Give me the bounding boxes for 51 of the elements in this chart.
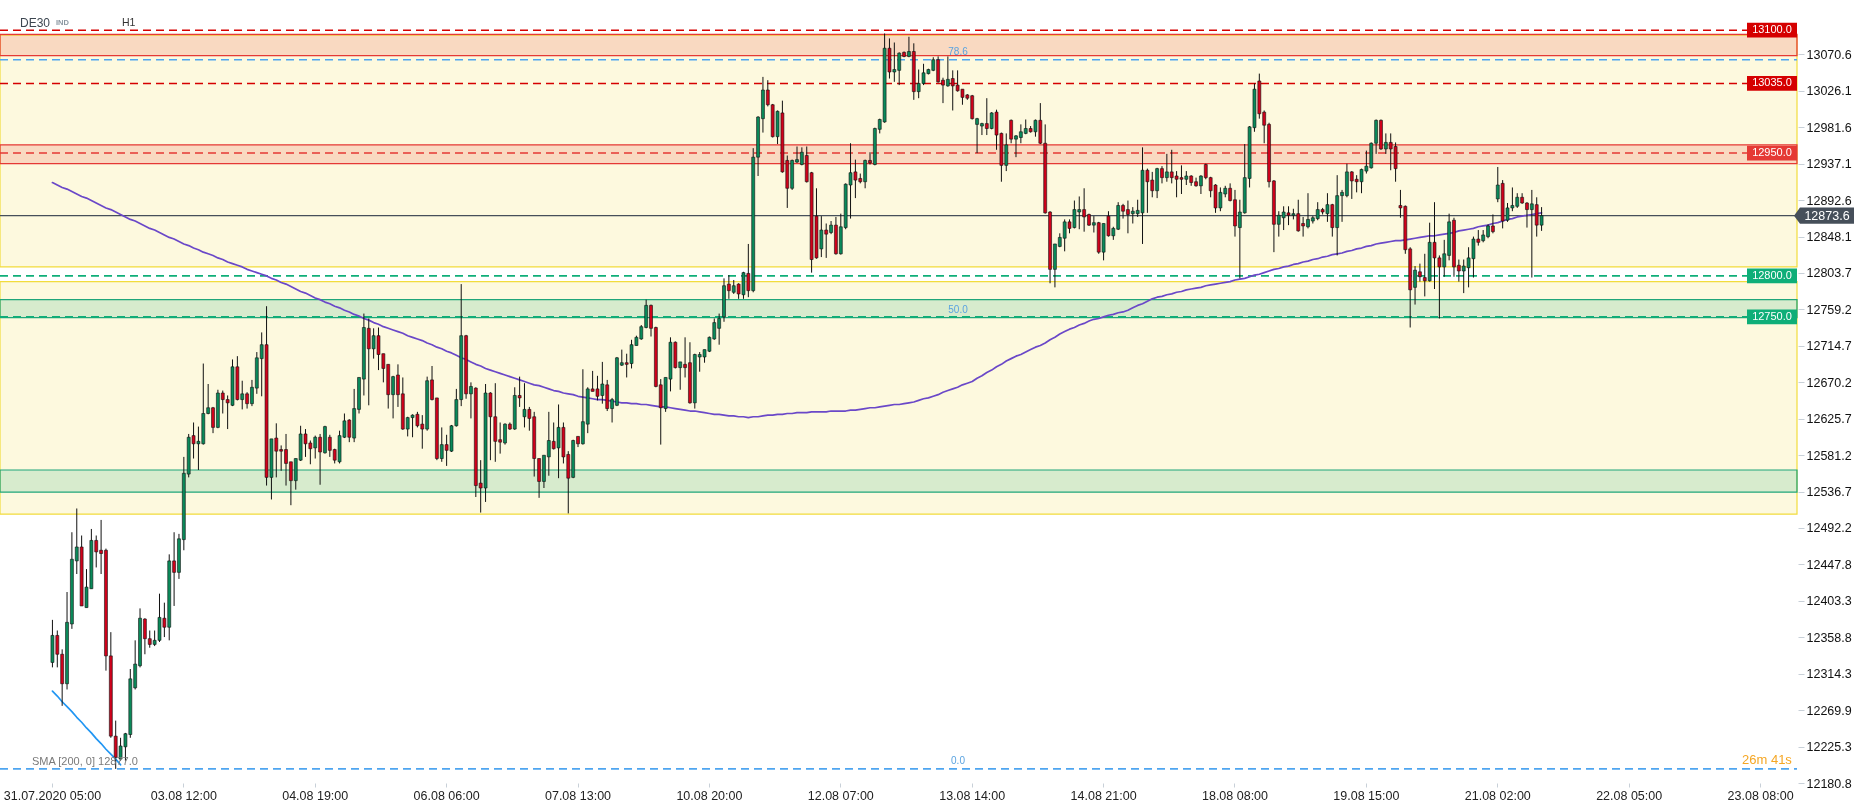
ref-line-label: 13100.0	[1752, 23, 1792, 36]
y-tick-label: 12625.7	[1806, 412, 1852, 427]
ref-line-label: 12800.0	[1752, 268, 1792, 281]
annotation: H1	[122, 16, 136, 28]
x-tick-label: 04.08 19:00	[282, 788, 349, 803]
x-tick-label: 06.08 06:00	[413, 788, 480, 803]
ref-line-label: 12750.0	[1752, 309, 1792, 322]
y-tick-label: 12759.2	[1806, 302, 1852, 317]
y-tick-label: 12447.8	[1806, 557, 1852, 572]
y-tick-label: 12937.1	[1806, 157, 1852, 172]
y-tick-label: 12225.3	[1806, 740, 1852, 755]
x-tick-label: 31.07.2020 05:00	[3, 788, 102, 803]
x-tick-label: 13.08 14:00	[939, 788, 1006, 803]
y-tick-label: 12358.8	[1806, 630, 1852, 645]
y-tick-label: 13026.1	[1806, 84, 1852, 99]
y-tick-label: 12314.3	[1806, 667, 1852, 682]
y-tick-label: 12848.1	[1806, 230, 1852, 245]
ref-line-label: 12873.6	[1804, 208, 1850, 223]
y-tick-label: 12892.6	[1806, 193, 1852, 208]
x-tick-label: 18.08 08:00	[1201, 788, 1269, 803]
x-tick-label: 23.08 08:00	[1727, 788, 1794, 803]
line-series	[51, 181, 1543, 419]
y-tick-label: 13070.6	[1806, 47, 1852, 62]
candlestick	[1393, 141, 1398, 183]
annotation: 50.0	[948, 303, 969, 315]
x-tick-label: 10.08 20:00	[676, 788, 743, 803]
ref-line-label: 12950.0	[1752, 146, 1792, 159]
y-tick-label: 12981.6	[1806, 120, 1852, 135]
y-tick-label: 12180.8	[1806, 776, 1852, 791]
candlestick	[522, 382, 527, 428]
annotation: 26m 41s	[1742, 752, 1793, 767]
y-tick-label: 12492.2	[1806, 521, 1852, 536]
x-tick-label: 21.08 02:00	[1464, 788, 1531, 803]
x-tick-label: 12.08 07:00	[807, 788, 874, 803]
annotation: 0.0	[951, 754, 966, 766]
ref-line-label: 13035.0	[1752, 76, 1792, 89]
y-tick-label: 12714.7	[1806, 339, 1852, 354]
text: DE30	[20, 16, 51, 30]
x-tick-label: 22.08 05:00	[1596, 788, 1663, 803]
x-tick-label: 03.08 12:00	[150, 788, 217, 803]
y-tick-label: 12403.3	[1806, 594, 1852, 609]
x-tick-label: 07.08 13:00	[544, 788, 612, 803]
x-tick-label: 19.08 15:00	[1333, 788, 1400, 803]
x-tick-label: 14.08 21:00	[1070, 788, 1137, 803]
y-tick-label: 12803.7	[1806, 266, 1852, 281]
y-tick-label: 12269.9	[1806, 703, 1852, 718]
y-tick-label: 12670.2	[1806, 375, 1852, 390]
annotation: 78.6	[948, 45, 969, 57]
y-tick-label: 12536.7	[1806, 485, 1852, 500]
candlestick	[1539, 206, 1544, 232]
y-tick-label: 12581.2	[1806, 448, 1852, 463]
